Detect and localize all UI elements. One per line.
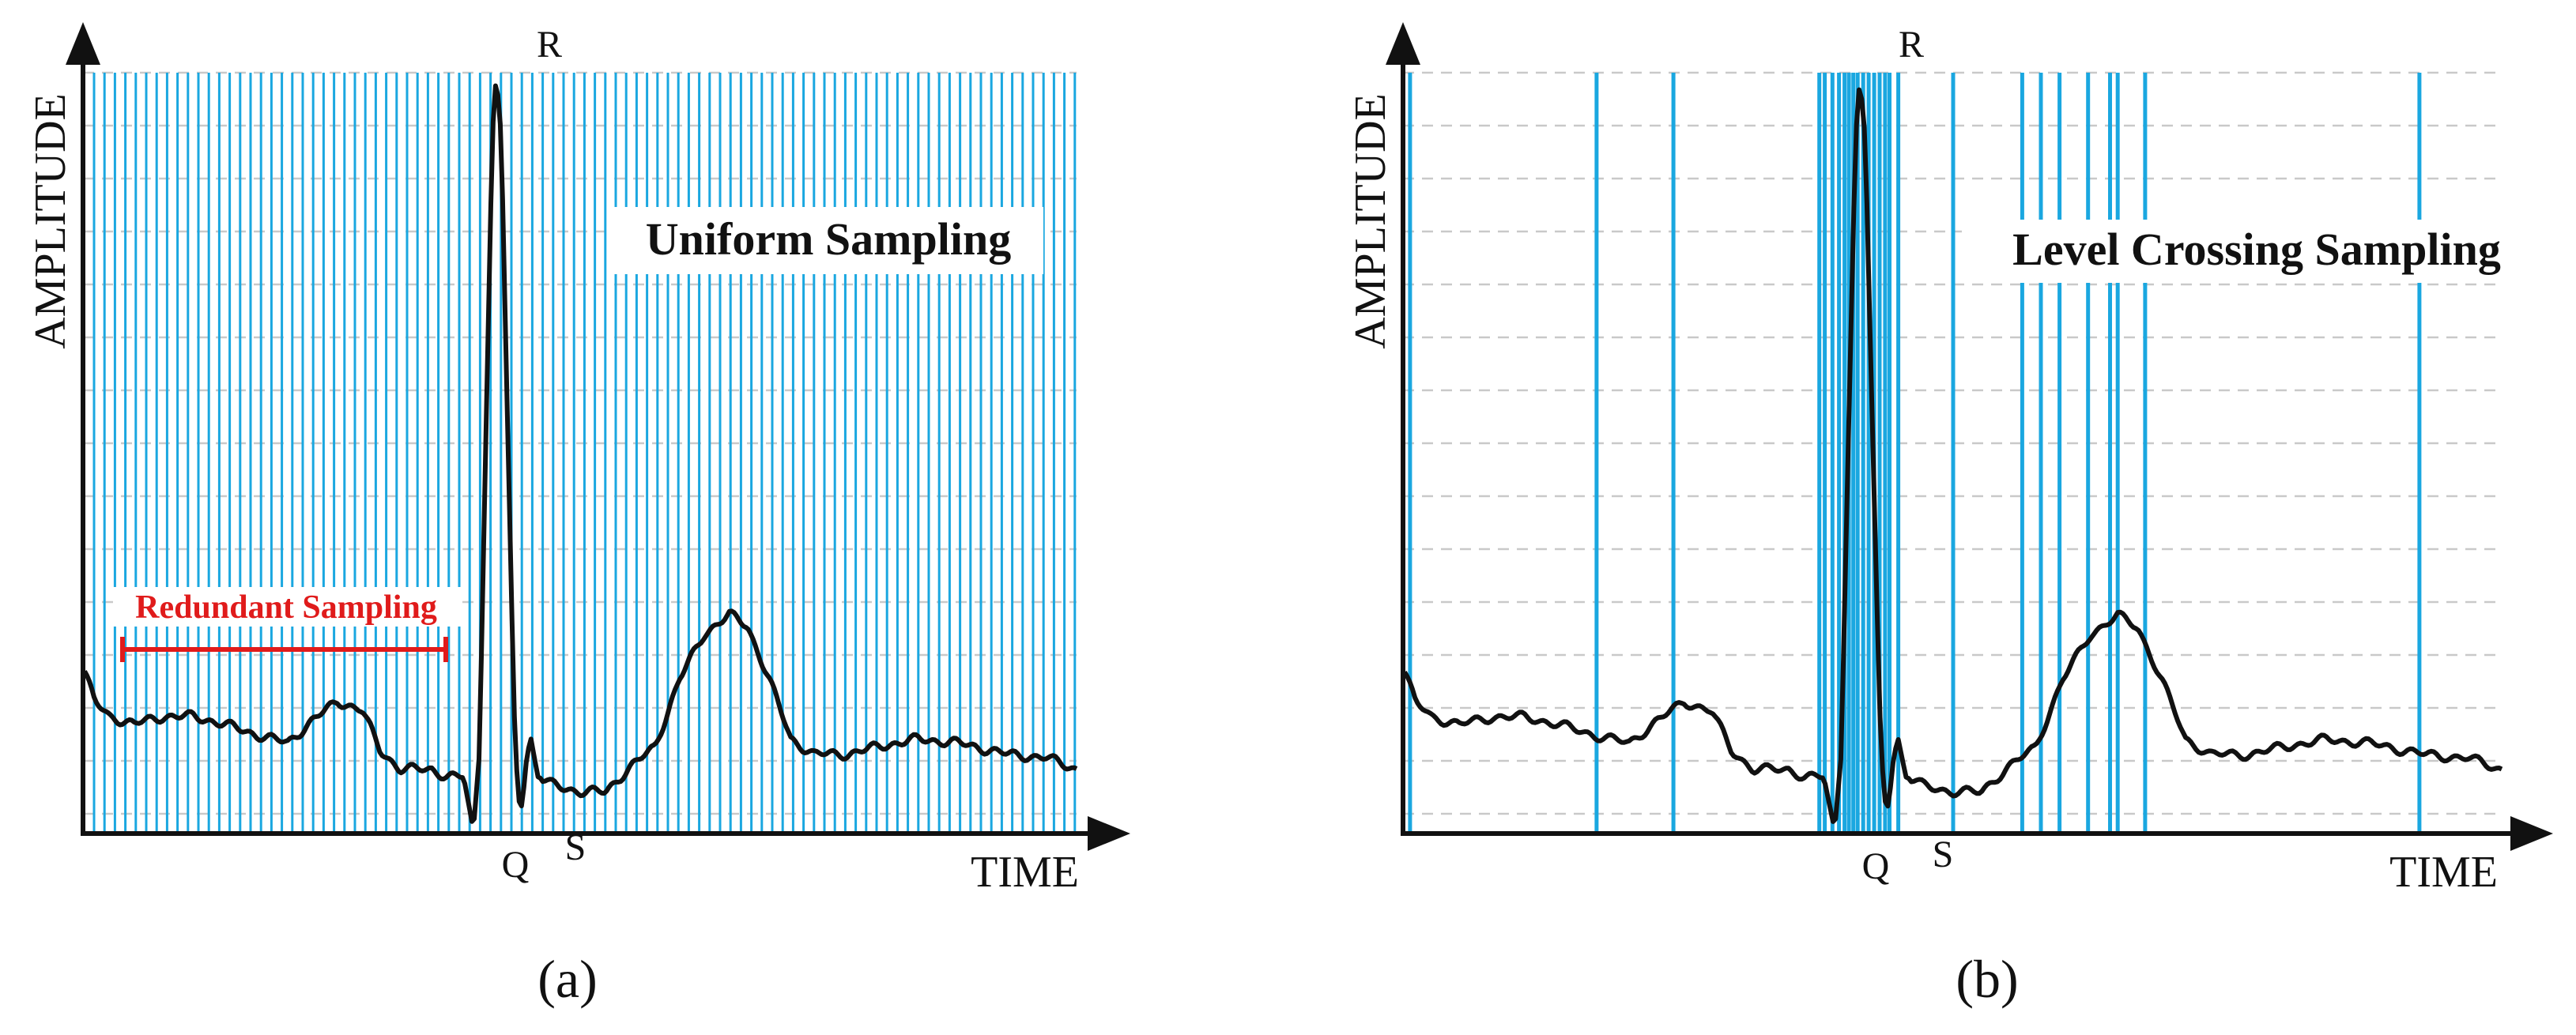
title-background xyxy=(1962,220,2551,283)
panel-level-crossing-sampling: AMPLITUDE TIME R Q S Level Crossing Samp… xyxy=(1346,22,2553,1009)
panel-caption: (b) xyxy=(1956,949,2018,1009)
redundant-sampling-annotation: Redundant Sampling xyxy=(113,587,461,662)
amplitude-level-grid xyxy=(83,71,1077,815)
y-axis-arrowhead xyxy=(1386,22,1420,65)
y-axis-arrowhead xyxy=(66,22,100,65)
title-background xyxy=(613,207,1043,274)
y-axis-label: AMPLITUDE xyxy=(1346,93,1395,349)
r-peak-label: R xyxy=(537,24,562,66)
panel-title: Uniform Sampling xyxy=(646,213,1011,265)
q-peak-label: Q xyxy=(502,844,530,886)
ecg-signal xyxy=(1402,87,2503,824)
panel-title: Level Crossing Sampling xyxy=(2012,224,2501,275)
x-axis-label: TIME xyxy=(2389,848,2498,897)
s-peak-label: S xyxy=(565,826,586,868)
s-peak-label: S xyxy=(1933,834,1954,875)
r-peak-label: R xyxy=(1899,24,1924,66)
q-peak-label: Q xyxy=(1862,845,1890,887)
axes xyxy=(66,22,1130,851)
sample-lines xyxy=(92,73,1077,831)
y-axis-label: AMPLITUDE xyxy=(26,93,75,349)
panel-uniform-sampling: AMPLITUDE TIME R Q S Uniform Sampling Re… xyxy=(26,22,1130,1009)
panel-caption: (a) xyxy=(537,949,597,1009)
x-axis-label: TIME xyxy=(971,848,1079,897)
annotation-background xyxy=(113,587,461,627)
x-axis-arrowhead xyxy=(2510,816,2553,851)
annotation-label: Redundant Sampling xyxy=(135,589,437,626)
axes xyxy=(1386,22,2553,851)
ecg-signal xyxy=(82,83,1078,824)
sample-lines xyxy=(1408,73,2422,831)
x-axis-arrowhead xyxy=(1088,816,1130,851)
